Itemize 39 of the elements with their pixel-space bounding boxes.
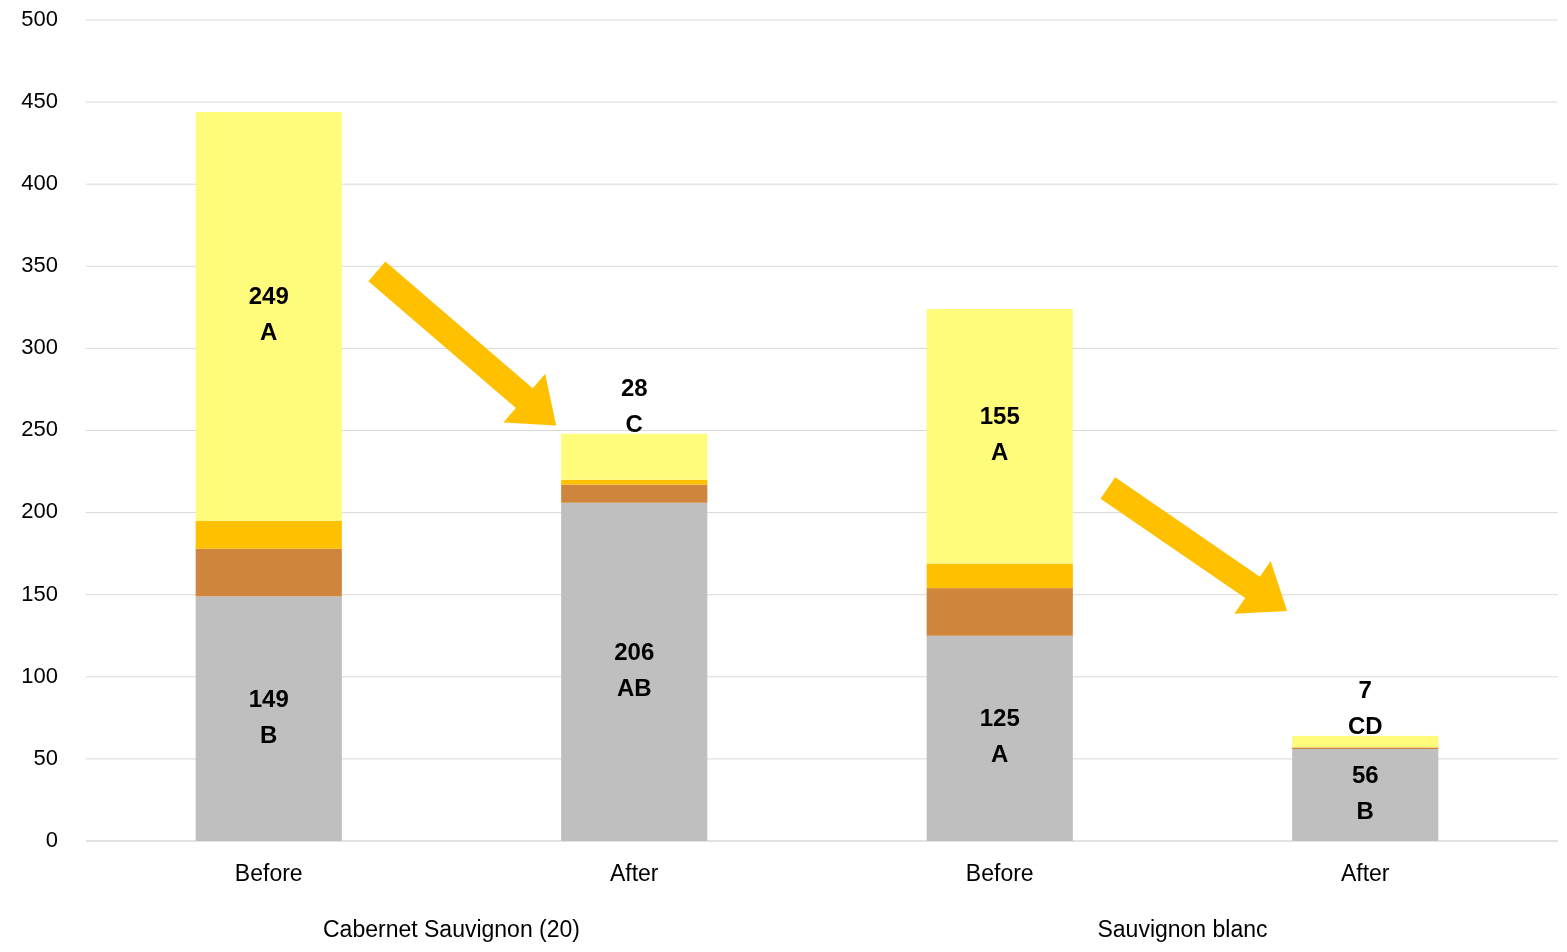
y-tick-label: 450 <box>21 87 58 113</box>
bar <box>926 588 1073 636</box>
bar <box>561 484 708 503</box>
bar <box>926 308 1073 564</box>
data-label: 206 AB <box>614 638 655 702</box>
bar <box>561 433 708 480</box>
y-tick-label: 300 <box>21 334 58 360</box>
data-label: 125 A <box>979 704 1020 768</box>
data-label: 7 CD <box>1347 676 1383 740</box>
y-tick-label: 350 <box>21 252 58 278</box>
data-label: 149 B <box>248 685 289 749</box>
text: Cabernet Sauvignon (20) <box>323 916 580 942</box>
x-tick-label: After <box>1340 860 1390 886</box>
x-tick-label: After <box>609 860 659 886</box>
text: Sauvignon blanc <box>1097 916 1268 942</box>
bar <box>926 563 1073 589</box>
y-tick-label: 400 <box>21 170 58 196</box>
data-label: 28 C <box>620 374 648 438</box>
y-tick-label: 0 <box>45 826 58 852</box>
y-tick-label: 100 <box>21 662 58 688</box>
bar <box>195 520 342 549</box>
x-tick-label: Before <box>965 860 1034 886</box>
data-label: 155 A <box>979 402 1020 466</box>
bar <box>1292 749 1439 841</box>
y-tick-label: 200 <box>21 498 58 524</box>
bar <box>195 111 342 521</box>
bar <box>926 635 1073 841</box>
bar <box>195 548 342 597</box>
bar <box>195 596 342 841</box>
x-tick-label: Before <box>234 860 303 886</box>
data-label: 56 B <box>1351 761 1379 825</box>
bar <box>561 502 708 841</box>
y-tick-label: 500 <box>21 5 58 31</box>
bar <box>1292 735 1439 748</box>
data-label: 249 A <box>248 282 289 346</box>
y-tick-label: 250 <box>21 416 58 442</box>
y-tick-label: 50 <box>33 744 58 770</box>
y-tick-label: 150 <box>21 580 58 606</box>
bar <box>561 479 708 485</box>
